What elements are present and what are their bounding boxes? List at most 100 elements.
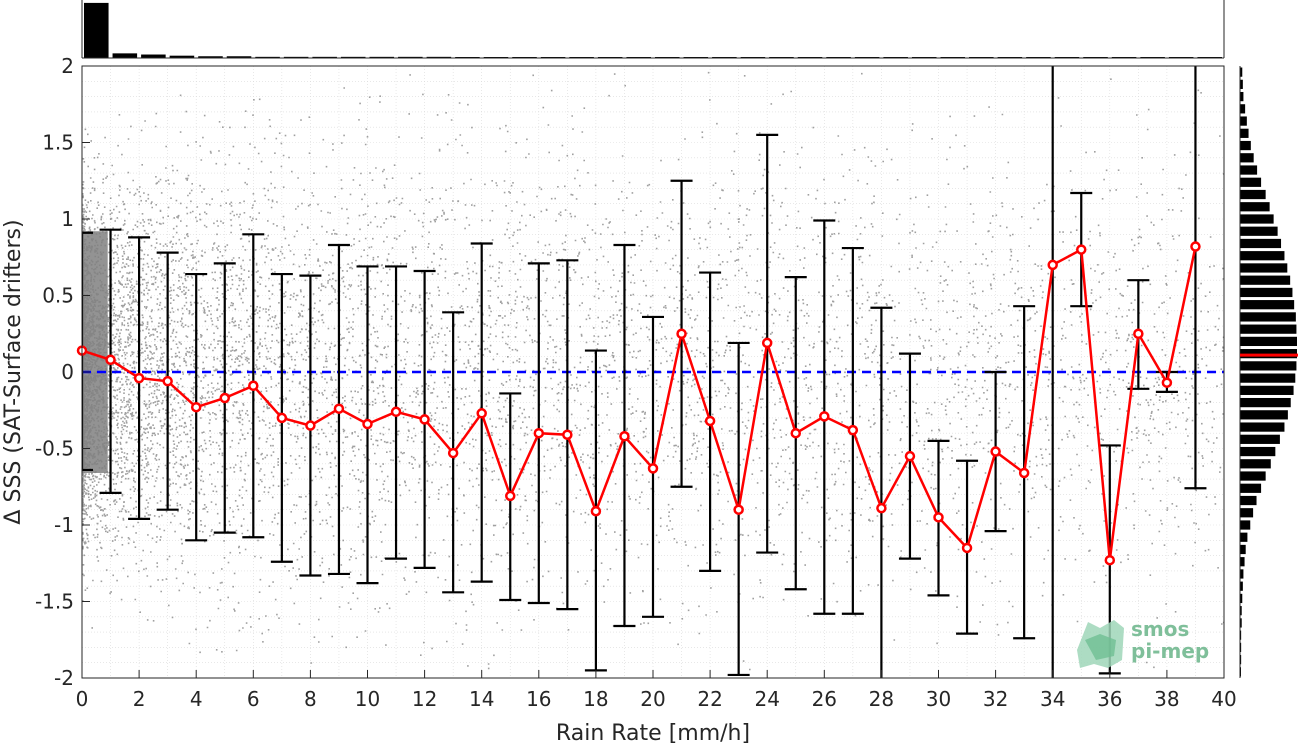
y-tick-label: 2 <box>61 54 74 78</box>
top-histogram-bar <box>141 54 166 58</box>
mean-point <box>390 406 402 418</box>
right-histogram-bar <box>1240 312 1296 322</box>
x-tick-label: 10 <box>355 687 380 711</box>
top-histogram-bar <box>112 53 138 58</box>
right-histogram-bar <box>1240 67 1243 77</box>
mean-point <box>961 542 973 554</box>
mean-point <box>933 512 944 523</box>
right-histogram-bar <box>1240 593 1243 604</box>
mean-point <box>190 401 202 413</box>
mean-point <box>533 427 545 439</box>
right-histogram-bar <box>1240 263 1288 273</box>
mean-point <box>1104 554 1116 566</box>
right-histogram-bar <box>1240 569 1244 579</box>
right-histogram-bar <box>1240 581 1243 591</box>
x-tick-label: 8 <box>304 687 317 711</box>
right-histogram <box>1239 66 1298 678</box>
right-histogram-bar <box>1240 116 1247 126</box>
right-histogram-bar <box>1240 336 1297 347</box>
y-tick-label: 0.5 <box>42 284 74 308</box>
top-histogram <box>81 0 1225 59</box>
x-tick-label: 0 <box>76 687 89 711</box>
mean-point <box>761 337 773 349</box>
right-histogram-bar <box>1240 91 1244 102</box>
right-histogram-bar <box>1240 79 1243 89</box>
right-histogram-bar <box>1240 606 1242 616</box>
mean-point <box>447 447 459 459</box>
right-histogram-bar <box>1240 349 1297 359</box>
mean-point <box>1161 377 1173 388</box>
mean-point <box>476 408 487 419</box>
x-tick-label: 4 <box>190 687 203 711</box>
x-tick-label: 12 <box>412 687 437 711</box>
logo-text-smos: smos <box>1131 617 1189 641</box>
x-tick-label: 24 <box>754 687 779 711</box>
x-tick-label: 22 <box>697 687 722 711</box>
right-histogram-bar <box>1240 300 1295 310</box>
right-histogram-bar <box>1240 532 1248 542</box>
x-tick-label: 20 <box>640 687 665 711</box>
logo-text-pimep: pi-mep <box>1131 639 1209 663</box>
top-histogram-bar <box>169 55 195 58</box>
x-axis-label: Rain Rate [mm/h] <box>556 721 750 745</box>
right-histogram-bar <box>1240 226 1278 236</box>
mean-point <box>647 463 659 474</box>
right-histogram-bar <box>1240 618 1242 628</box>
mean-point <box>704 415 716 427</box>
x-tick-label: 2 <box>133 687 146 711</box>
right-histogram-bar <box>1240 165 1258 175</box>
right-histogram-bar <box>1240 446 1276 457</box>
mean-point <box>676 328 687 339</box>
x-tick-label: 14 <box>469 687 494 711</box>
mean-point <box>362 418 373 430</box>
right-histogram-bar <box>1240 544 1246 555</box>
mean-series-line <box>81 246 1197 561</box>
right-histogram-bar <box>1240 202 1270 212</box>
right-histogram-bar <box>1240 630 1242 640</box>
mean-point <box>876 502 887 514</box>
right-histogram-bar <box>1240 189 1266 200</box>
right-histogram-bar <box>1240 520 1251 530</box>
mean-point <box>904 450 916 462</box>
mean-point <box>847 424 859 436</box>
top-histogram-bar <box>198 56 223 58</box>
mean-point <box>305 420 316 431</box>
right-histogram-bar <box>1240 434 1280 444</box>
x-tick-label: 40 <box>1211 687 1236 711</box>
right-histogram-bar <box>1240 275 1291 285</box>
right-histogram-bar <box>1240 287 1293 298</box>
mean-point <box>1047 259 1058 271</box>
mean-point <box>419 414 430 425</box>
top-histogram-bar <box>312 56 337 58</box>
top-histogram-bar <box>398 56 423 58</box>
mean-point <box>733 504 744 515</box>
x-tick-label: 28 <box>869 687 894 711</box>
y-tick-label: 1 <box>61 207 74 231</box>
mean-point <box>162 375 173 387</box>
right-histogram-bar <box>1240 324 1297 334</box>
top-histogram-bar <box>340 56 366 58</box>
y-tick-label: 1.5 <box>42 131 74 155</box>
y-axis-label: Δ SSS (SAT-Surface drifters) <box>1 219 26 524</box>
y-tick-label: -1.5 <box>35 590 74 614</box>
right-histogram-bar <box>1240 238 1282 249</box>
x-tick-label: 38 <box>1154 687 1179 711</box>
mean-point <box>333 403 345 414</box>
right-histogram-bar <box>1240 410 1288 420</box>
right-histogram-bar <box>1240 508 1254 518</box>
y-tick-label: 0 <box>61 360 74 384</box>
right-histogram-bar <box>1240 361 1297 371</box>
x-tick-label: 18 <box>583 687 608 711</box>
mean-point <box>1076 244 1087 255</box>
top-histogram-bar <box>84 2 109 58</box>
x-tick-label: 36 <box>1097 687 1122 711</box>
mean-point <box>276 412 288 424</box>
top-histogram-bar <box>226 56 252 58</box>
right-histogram-bar <box>1240 128 1249 138</box>
right-histogram-bar <box>1240 471 1266 481</box>
mean-point <box>133 372 145 384</box>
right-histogram-bar <box>1240 422 1285 432</box>
right-histogram-bar <box>1240 655 1242 665</box>
right-histogram-bar <box>1240 495 1257 506</box>
top-histogram-frame <box>82 0 1224 58</box>
